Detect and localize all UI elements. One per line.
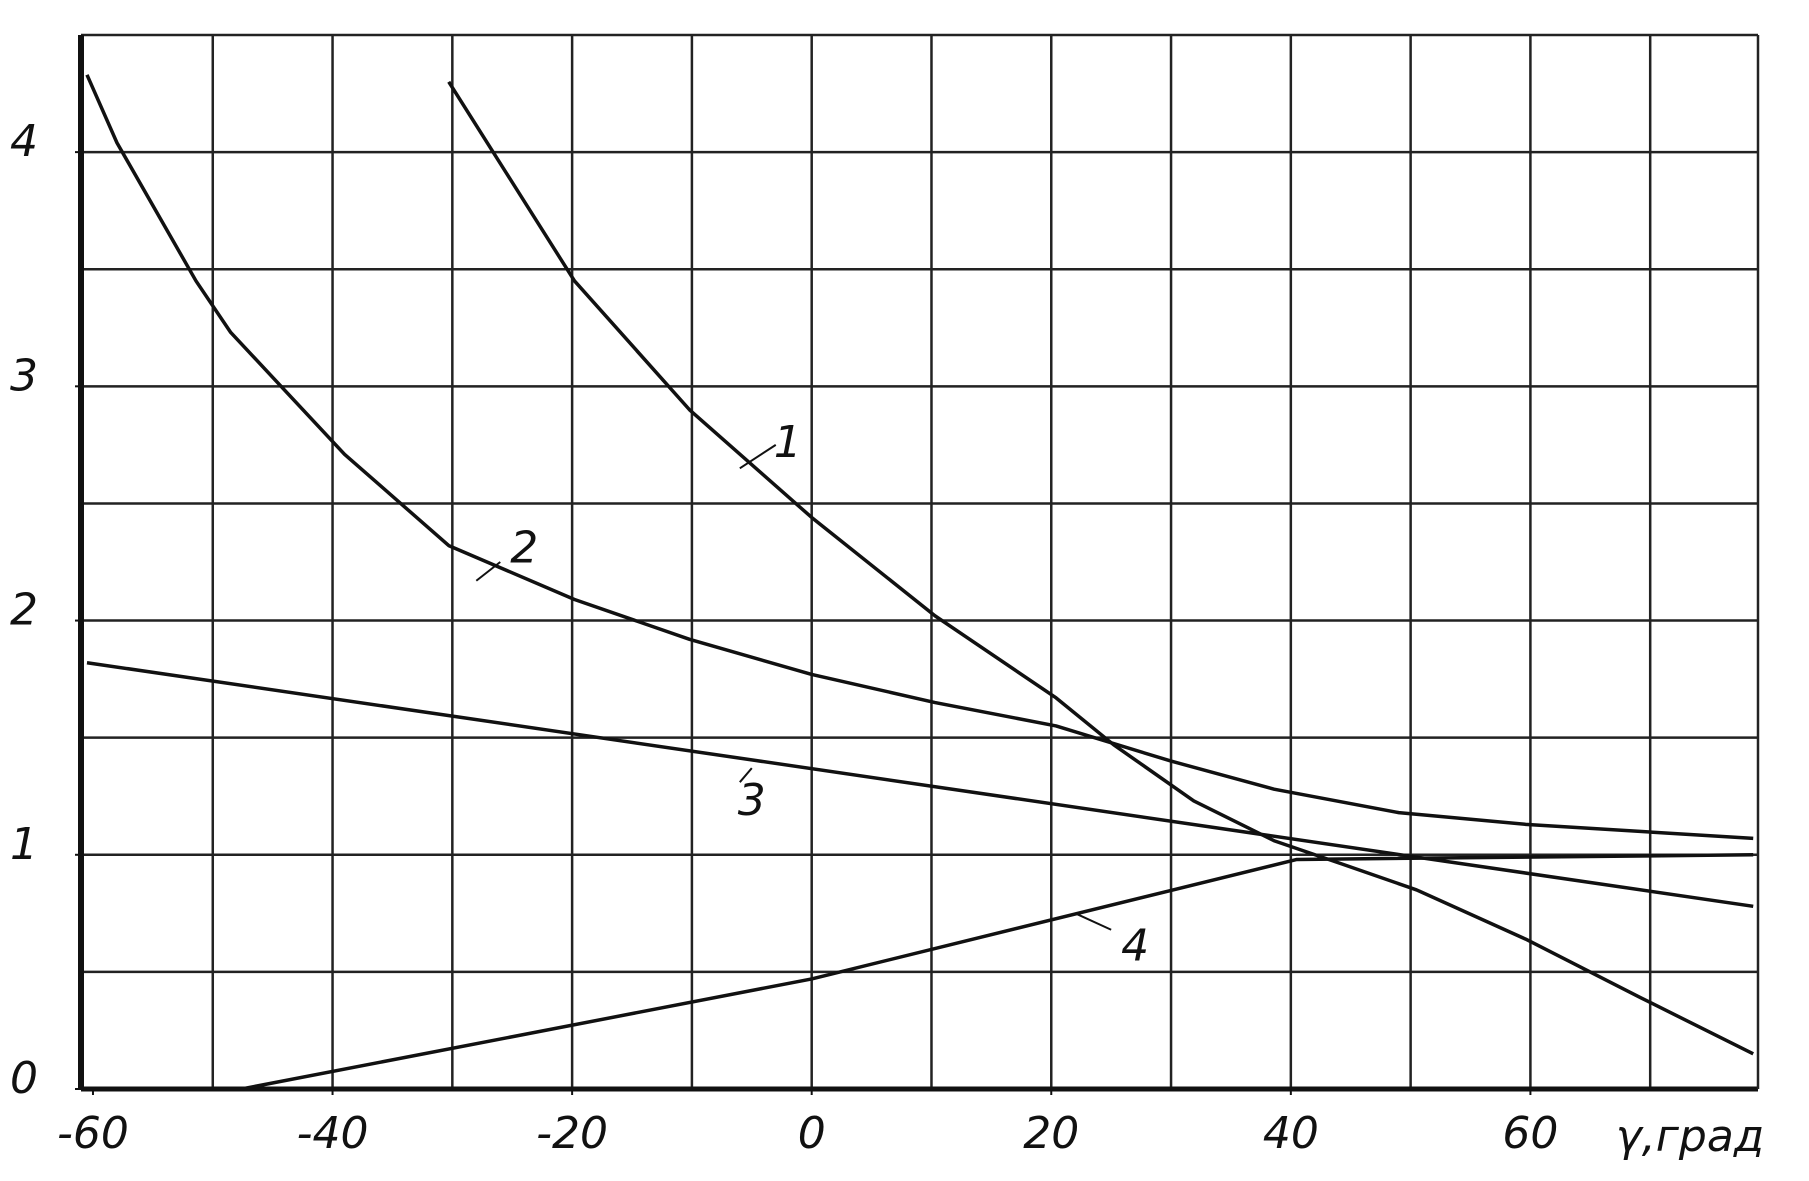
x-tick-label: 20 (1023, 1108, 1079, 1159)
x-tick-label: -20 (536, 1108, 608, 1159)
series-line (86, 853, 1754, 1091)
curve-label: 4 (1121, 920, 1149, 971)
curve-leader (739, 444, 777, 470)
curve-leader (739, 767, 753, 783)
curve-leader (475, 561, 501, 582)
series-line (447, 80, 1754, 1056)
x-axis-label: γ,град (1616, 1111, 1764, 1162)
x-tick-label: 0 (798, 1108, 826, 1159)
curve-label: 1 (774, 417, 802, 468)
series-line (86, 660, 1754, 909)
curve-leader (1074, 912, 1112, 931)
x-tick-label: -60 (57, 1108, 129, 1159)
curve-label: 2 (510, 522, 538, 573)
y-tick-label: 4 (10, 116, 38, 167)
y-tick-label: 2 (10, 585, 38, 636)
curve-label: 3 (738, 775, 766, 826)
x-tick-label: 40 (1263, 1108, 1319, 1159)
y-tick-label: 0 (10, 1053, 38, 1104)
x-tick-label: 60 (1502, 1108, 1558, 1159)
series-line (85, 74, 1754, 841)
y-tick-label: 3 (10, 350, 38, 401)
y-tick-label: 1 (10, 819, 38, 870)
x-tick-label: -40 (297, 1108, 369, 1159)
